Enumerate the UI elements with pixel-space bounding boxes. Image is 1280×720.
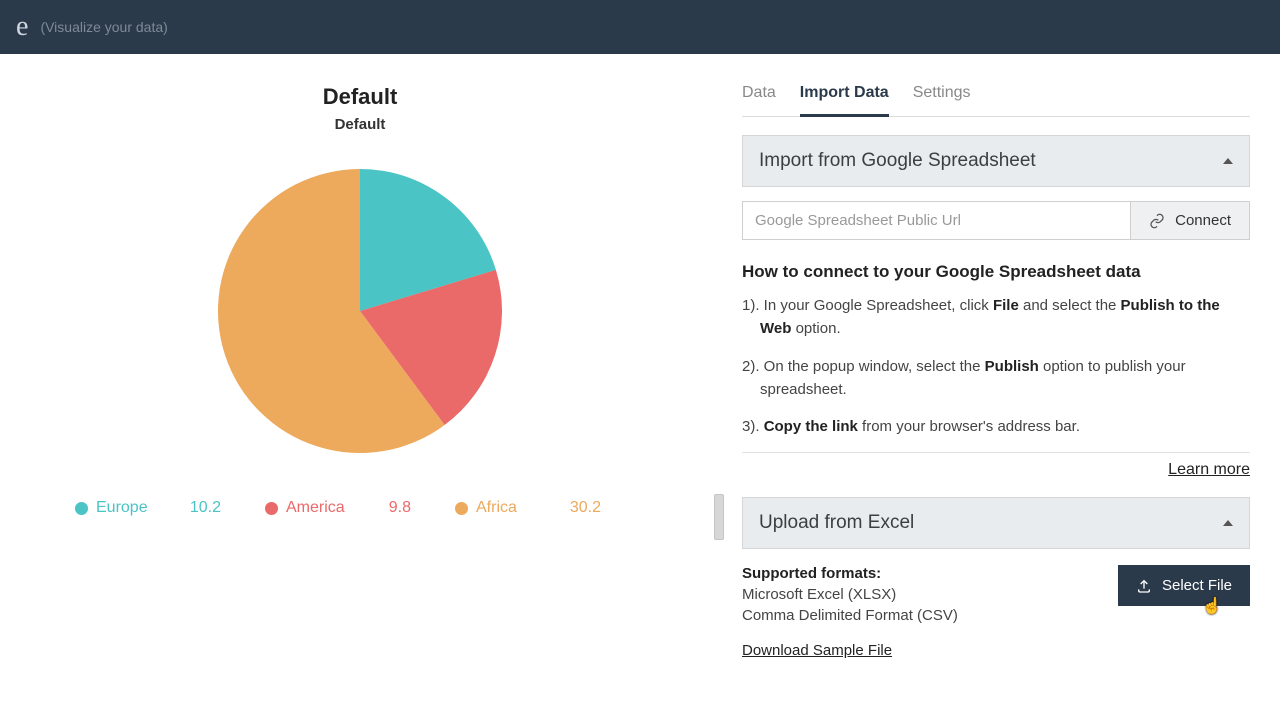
legend-value: 30.2 xyxy=(570,499,601,517)
legend: Europe 10.2 America 9.8 Africa 30.2 xyxy=(65,499,655,517)
tab-import-data[interactable]: Import Data xyxy=(800,78,889,117)
accordion-excel-title: Upload from Excel xyxy=(759,512,914,534)
google-url-input[interactable] xyxy=(742,201,1131,240)
download-sample-link[interactable]: Download Sample File xyxy=(742,642,892,659)
cursor-icon: ☝ xyxy=(1202,596,1222,616)
chart-title: Default xyxy=(65,84,655,110)
content: Default Default Europe 10.2 America 9.8 Afri… xyxy=(0,54,1280,720)
legend-item[interactable]: Africa 30.2 xyxy=(455,499,645,517)
excel-body: Supported formats: Microsoft Excel (XLSX… xyxy=(742,565,1250,624)
chart-panel: Default Default Europe 10.2 America 9.8 Afri… xyxy=(0,54,720,720)
tagline: (Visualize your data) xyxy=(40,19,167,35)
legend-item[interactable]: Europe 10.2 xyxy=(75,499,265,517)
tabs: Data Import Data Settings xyxy=(742,78,1250,117)
learn-more-link[interactable]: Learn more xyxy=(742,461,1250,479)
format-xlsx: Microsoft Excel (XLSX) xyxy=(742,586,958,603)
formats-title: Supported formats: xyxy=(742,565,958,582)
legend-label: America xyxy=(286,499,345,517)
formats-block: Supported formats: Microsoft Excel (XLSX… xyxy=(742,565,958,624)
accordion-google-title: Import from Google Spreadsheet xyxy=(759,150,1036,172)
legend-swatch xyxy=(455,502,468,515)
accordion-excel[interactable]: Upload from Excel xyxy=(742,497,1250,549)
howto-title: How to connect to your Google Spreadshee… xyxy=(742,262,1250,282)
link-icon xyxy=(1149,213,1165,229)
legend-swatch xyxy=(75,502,88,515)
connect-label: Connect xyxy=(1175,212,1231,229)
caret-up-icon xyxy=(1223,520,1233,526)
howto-step: 3). Copy the link from your browser's ad… xyxy=(742,415,1250,438)
pie-chart xyxy=(65,169,655,453)
topbar: e (Visualize your data) xyxy=(0,0,1280,54)
legend-value: 10.2 xyxy=(190,499,221,517)
config-panel: Data Import Data Settings Import from Go… xyxy=(720,54,1280,720)
chart-subtitle: Default xyxy=(65,116,655,133)
chart-area: Default Default Europe 10.2 America 9.8 Afri… xyxy=(65,84,655,517)
google-url-row: Connect xyxy=(742,201,1250,240)
legend-swatch xyxy=(265,502,278,515)
format-csv: Comma Delimited Format (CSV) xyxy=(742,607,958,624)
howto-step: 1). In your Google Spreadsheet, click Fi… xyxy=(742,294,1250,341)
howto-step: 2). On the popup window, select the Publ… xyxy=(742,355,1250,402)
divider xyxy=(742,452,1250,453)
select-file-button[interactable]: Select File ☝ xyxy=(1118,565,1250,606)
tab-settings[interactable]: Settings xyxy=(913,78,971,116)
howto-list: 1). In your Google Spreadsheet, click Fi… xyxy=(742,294,1250,438)
tab-data[interactable]: Data xyxy=(742,78,776,116)
legend-label: Europe xyxy=(96,499,148,517)
connect-button[interactable]: Connect xyxy=(1131,201,1250,240)
legend-item[interactable]: America 9.8 xyxy=(265,499,455,517)
caret-up-icon xyxy=(1223,158,1233,164)
accordion-google[interactable]: Import from Google Spreadsheet xyxy=(742,135,1250,187)
logo-fragment: e xyxy=(16,11,28,43)
upload-icon xyxy=(1136,578,1152,594)
legend-value: 9.8 xyxy=(389,499,411,517)
legend-label: Africa xyxy=(476,499,517,517)
select-file-label: Select File xyxy=(1162,577,1232,594)
